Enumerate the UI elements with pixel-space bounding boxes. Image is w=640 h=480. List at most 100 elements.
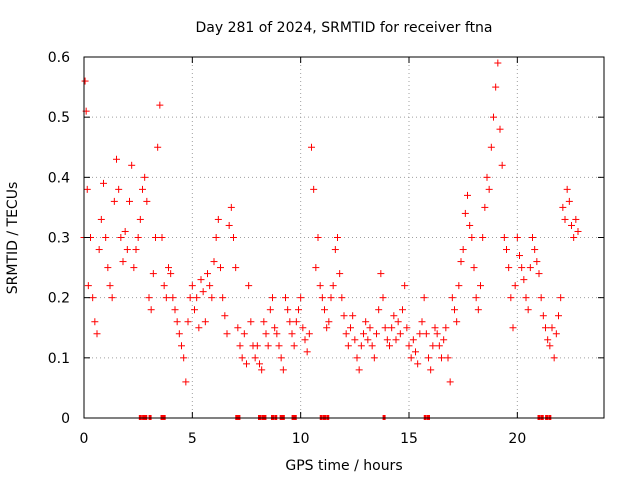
data-point [570,234,578,241]
y-tick-label: 0.1 [48,351,70,367]
data-point [193,294,201,302]
data-point [165,264,172,272]
data-point [156,101,164,109]
data-point [238,354,246,362]
data-point [448,294,456,302]
data-point [557,294,565,302]
data-point [149,270,157,278]
data-point [108,294,116,302]
data-point [91,318,99,326]
data-point [327,294,335,302]
data-point [416,330,424,338]
data-point [396,330,404,338]
data-point [292,318,300,326]
data-point [208,294,216,302]
data-point [84,282,92,290]
data-point [401,282,409,290]
data-point [260,318,268,326]
data-point [316,282,324,290]
data-point [425,354,432,362]
data-point [405,342,413,350]
data-point [468,234,476,241]
x-tick-label: 0 [80,431,89,447]
data-point [169,294,177,302]
data-point [171,306,179,314]
data-point [373,330,380,338]
data-point [126,197,133,205]
data-point [455,282,463,290]
data-point [275,342,283,350]
data-point [537,294,545,302]
data-point [321,306,328,314]
data-point [336,270,344,278]
data-point [325,318,333,326]
x-tick-label: 15 [400,431,418,447]
data-point [360,330,367,338]
data-point [494,59,502,67]
data-point [167,270,175,278]
data-point [251,354,259,362]
data-point [357,342,365,350]
data-point [143,197,151,205]
data-point [481,203,489,211]
data-point [370,354,378,362]
data-point [123,246,131,254]
data-point [173,318,181,326]
data-point [230,234,237,241]
data-point [438,354,445,362]
data-point [472,294,480,302]
data-point [305,330,313,338]
data-point [160,282,168,290]
data-point [212,234,220,241]
data-point [279,366,287,374]
y-axis-label: SRMTID / TECUs [5,182,21,295]
data-point [136,215,144,223]
data-point [509,324,517,332]
data-point [147,306,155,314]
data-point [479,234,487,241]
data-point [388,324,396,332]
data-point [568,221,575,229]
data-point [539,312,547,320]
y-tick-label: 0.4 [48,170,70,186]
data-point [390,312,398,320]
data-point [329,282,337,290]
data-point [520,276,528,284]
data-point [95,246,103,254]
data-point [301,336,309,344]
data-point [81,77,89,85]
data-point [282,294,289,302]
chart-title: Day 281 of 2024, SRMTID for receiver ftn… [195,20,492,36]
data-point [132,246,140,254]
data-point [236,342,244,350]
data-point [464,191,471,199]
data-point [531,246,539,254]
data-point [414,360,422,368]
data-point [381,324,389,332]
data-point [379,294,387,302]
data-point [492,83,500,91]
data-point [102,234,110,241]
data-point [574,227,582,235]
data-point [199,288,207,296]
data-point [420,294,428,302]
data-point [223,330,231,338]
data-point [542,324,549,332]
data-point [134,234,142,241]
data-point [431,324,439,332]
data-point [178,342,185,350]
data-point [399,306,406,314]
data-point [277,354,285,362]
data-point [477,282,484,290]
data-point [485,185,493,193]
data-point [206,282,214,290]
x-axis-label: GPS time / hours [285,458,402,474]
data-point [232,264,240,272]
data-point [366,324,374,332]
data-point [162,294,170,302]
data-point [403,324,411,332]
data-point [121,227,129,235]
data-point [297,294,305,302]
data-point [526,264,534,272]
data-point [500,234,508,241]
